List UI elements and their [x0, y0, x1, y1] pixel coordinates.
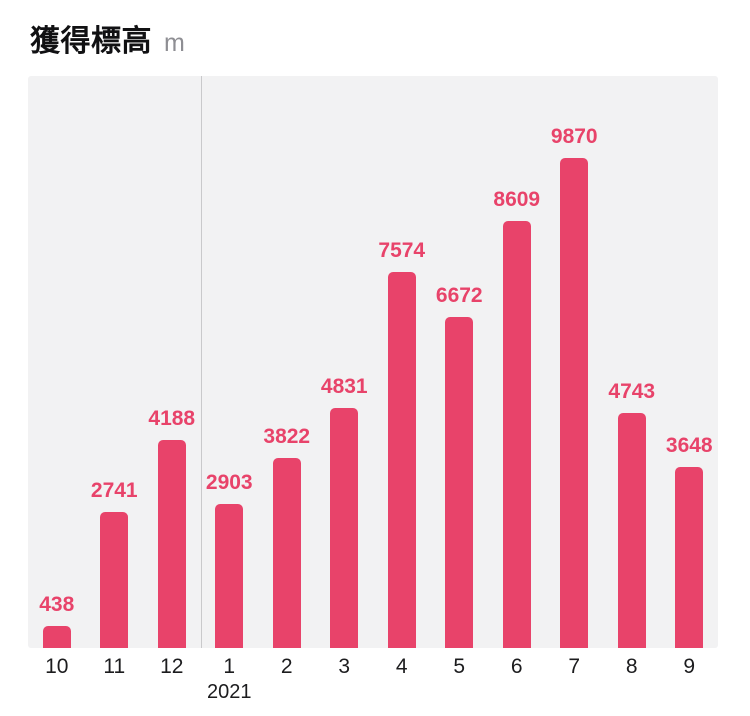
bars-container: 438 2741 4188 2903 3822 4831 7574 6672 8609 9870 4…	[28, 76, 718, 648]
bar-value-label: 2741	[90, 478, 138, 502]
x-axis-label: 2	[280, 655, 293, 678]
bar-value-label: 9870	[550, 125, 598, 148]
bar[interactable]	[272, 458, 301, 648]
bar-group: 2903	[201, 471, 259, 648]
x-axis-label: 4	[395, 655, 408, 678]
bar[interactable]	[157, 440, 186, 648]
year-cell-empty	[373, 681, 431, 704]
chart-title: 獲得標高	[30, 25, 152, 58]
bar-value-label: 3822	[263, 425, 311, 449]
x-axis-label: 3	[338, 655, 351, 678]
x-axis-label: 9	[683, 655, 696, 678]
x-axis-label: 6	[510, 655, 523, 678]
bar[interactable]	[560, 158, 589, 648]
bar-value-label: 8609	[493, 187, 541, 211]
bar-group: 4743	[603, 380, 661, 648]
bar-group: 8609	[488, 188, 546, 648]
bar-group: 6672	[431, 284, 489, 648]
bar[interactable]	[100, 511, 129, 648]
year-cell-empty	[258, 681, 316, 704]
x-axis-label: 1	[223, 655, 236, 678]
x-axis-label: 8	[625, 655, 638, 678]
bar-group: 4188	[143, 407, 201, 648]
year-cell-empty	[546, 681, 604, 704]
year-cell-empty	[431, 681, 489, 704]
bar-value-label: 7574	[378, 239, 426, 262]
bar-group: 9870	[546, 125, 604, 648]
bar-value-label: 4743	[608, 379, 656, 403]
bar[interactable]	[387, 272, 416, 648]
bar-group: 4831	[316, 375, 374, 648]
chart-header: 獲得標高 m	[28, 16, 718, 60]
bar-value-label: 3648	[665, 433, 713, 457]
bar[interactable]	[502, 220, 531, 648]
x-axis-labels: 10 11 12 1 2 3 4 5 6 7 8 9	[28, 655, 718, 679]
bar-value-label: 2903	[205, 470, 253, 494]
bar-value-label: 6672	[435, 283, 483, 307]
bar[interactable]	[445, 316, 474, 648]
year-divider-line	[200, 76, 202, 648]
bar-value-label: 438	[39, 593, 75, 617]
bar[interactable]	[675, 466, 704, 648]
bar-group: 7574	[373, 239, 431, 648]
year-cell-empty	[488, 681, 546, 704]
year-cell-empty	[661, 681, 719, 704]
bar-group: 3648	[661, 434, 719, 648]
bar-group: 2741	[86, 479, 144, 648]
year-cell-empty	[603, 681, 661, 704]
bar-value-label: 4831	[320, 375, 368, 399]
bar-value-label: 4188	[148, 407, 196, 431]
year-cell-empty	[316, 681, 374, 704]
bar[interactable]	[42, 626, 71, 648]
year-cell-empty	[86, 681, 144, 704]
x-axis-label: 12	[160, 655, 184, 678]
x-axis-label: 5	[453, 655, 466, 678]
chart-panel: 438 2741 4188 2903 3822 4831 7574 6672 8609 9870 4…	[28, 76, 718, 648]
x-axis-label: 10	[45, 655, 69, 678]
x-axis-label: 11	[103, 655, 126, 678]
year-label-row: 2021	[28, 681, 718, 704]
bar-group: 438	[28, 593, 86, 648]
x-axis-label: 7	[568, 655, 581, 678]
bar[interactable]	[617, 412, 646, 648]
year-cell-empty	[28, 681, 86, 704]
chart-unit-label: m	[164, 29, 185, 57]
bar[interactable]	[330, 408, 359, 648]
year-cell-empty	[143, 681, 201, 704]
bar[interactable]	[215, 503, 244, 648]
year-label: 2021	[207, 681, 252, 703]
bar-group: 3822	[258, 425, 316, 648]
